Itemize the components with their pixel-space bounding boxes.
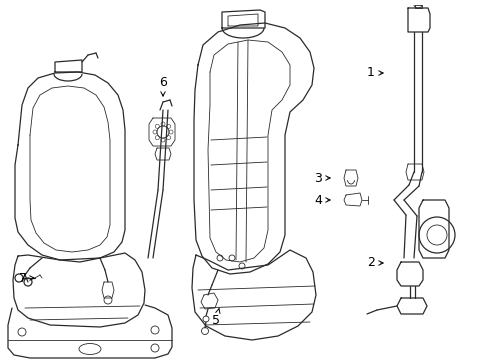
Text: 3: 3 — [314, 171, 330, 184]
Text: 7: 7 — [19, 271, 34, 284]
Text: 5: 5 — [212, 308, 220, 327]
Text: 1: 1 — [367, 67, 383, 80]
Text: 4: 4 — [314, 194, 330, 207]
Text: 2: 2 — [367, 256, 383, 270]
Text: 6: 6 — [159, 76, 167, 96]
